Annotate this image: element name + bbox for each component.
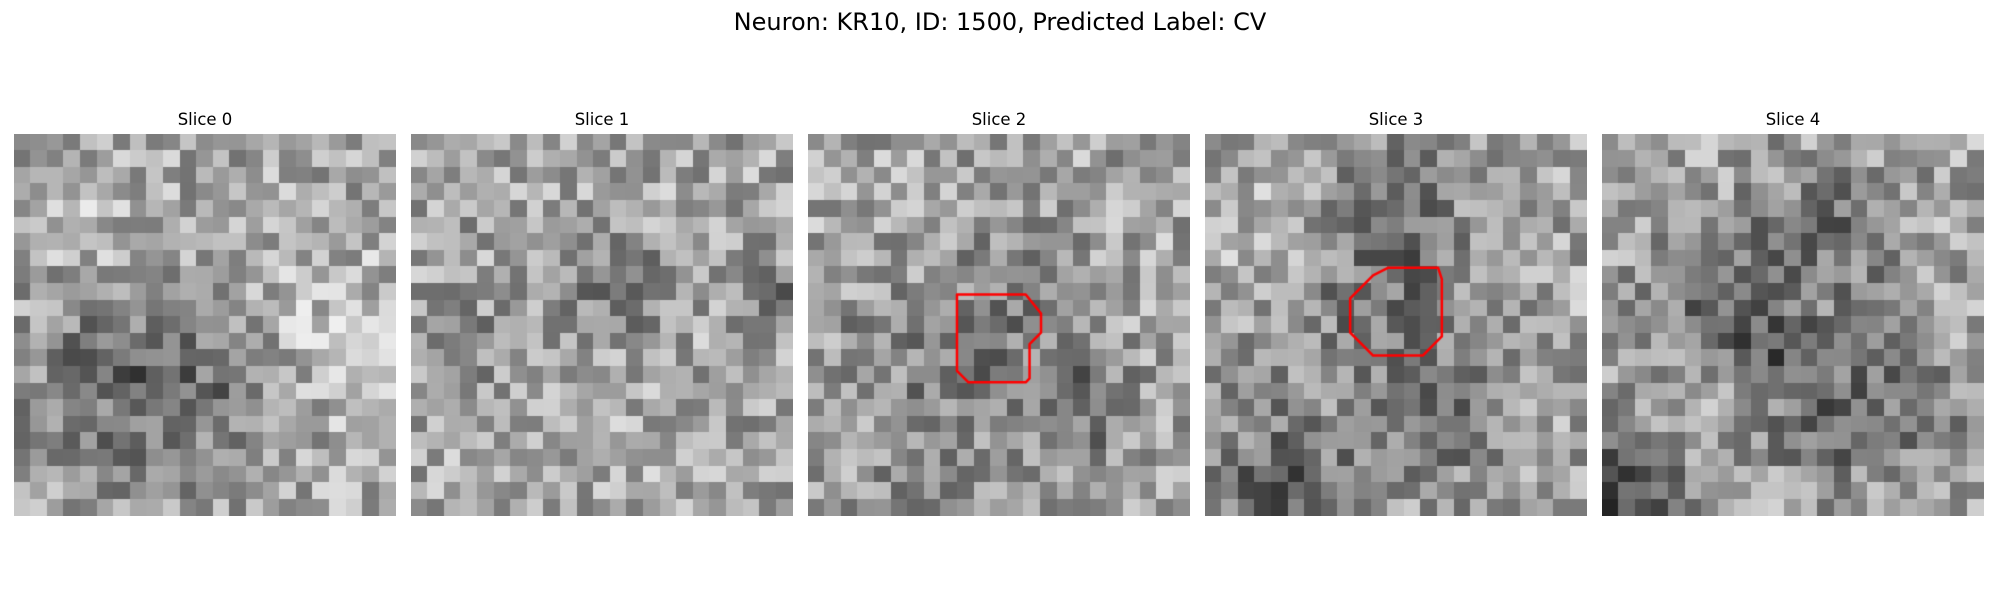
slice-image [808,134,1190,516]
slice-panel-1: Slice 1 [411,110,793,516]
slice-title: Slice 4 [1765,110,1821,129]
slice-panel-4: Slice 4 [1602,110,1984,516]
slice-panel-3: Slice 3 [1205,110,1587,516]
slice-panel-2: Slice 2 [808,110,1190,516]
slice-panel-0: Slice 0 [14,110,396,516]
figure-title: Neuron: KR10, ID: 1500, Predicted Label:… [733,8,1267,36]
slice-image [1602,134,1984,516]
slice-title: Slice 0 [177,110,233,129]
slice-title: Slice 1 [574,110,630,129]
slice-image [1205,134,1587,516]
slice-title: Slice 3 [1368,110,1424,129]
slice-title: Slice 2 [971,110,1027,129]
slice-image [14,134,396,516]
slice-image [411,134,793,516]
